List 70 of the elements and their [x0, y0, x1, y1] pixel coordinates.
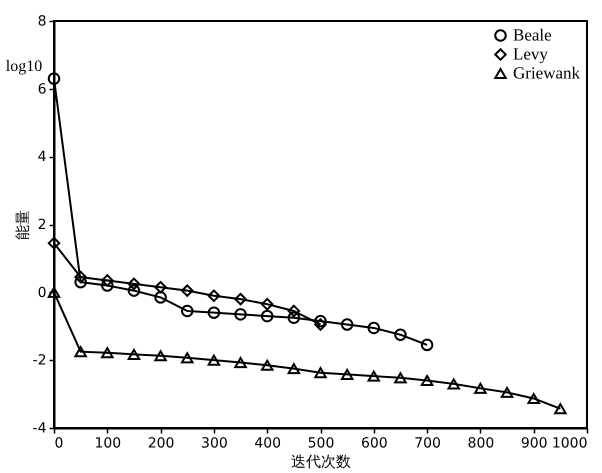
point: [288, 363, 300, 374]
point: [448, 378, 460, 390]
point: [314, 314, 327, 328]
y-tick-label: 4: [38, 149, 47, 166]
legend-label: Beale: [513, 26, 552, 44]
point: [74, 346, 87, 358]
point: [48, 236, 60, 250]
point: [394, 328, 407, 341]
x-tick-label: 600: [360, 436, 388, 452]
point: [181, 304, 194, 318]
point: [154, 281, 167, 294]
x-tick-label: 300: [201, 436, 228, 452]
point: [260, 310, 274, 322]
point: [340, 318, 354, 331]
point: [288, 304, 300, 318]
point: [314, 367, 327, 378]
legend-label: Levy: [513, 44, 548, 64]
x-tick-label: 400: [254, 436, 282, 452]
point: [48, 286, 60, 298]
point: [154, 350, 167, 362]
x-tick-label: 1000: [552, 436, 588, 452]
point: [500, 386, 514, 398]
y-tick-label: -4: [32, 420, 47, 436]
y-tick-label: 0: [38, 284, 46, 301]
point: [74, 270, 87, 284]
point: [74, 276, 87, 288]
point: [394, 372, 407, 384]
point: [181, 284, 194, 297]
point: [260, 298, 274, 310]
point: [340, 368, 354, 380]
text: log10: [6, 58, 42, 75]
point: [101, 274, 114, 287]
x-tick-label: 700: [414, 436, 441, 452]
x-tick-label: 100: [94, 436, 122, 452]
point: [208, 354, 220, 366]
point: [527, 392, 540, 404]
point: [368, 370, 380, 382]
point: [208, 306, 220, 319]
legend-label: Griewank: [513, 64, 581, 82]
x-tick-label: 500: [308, 436, 334, 452]
point: [101, 279, 114, 292]
point: [48, 72, 60, 85]
point: [288, 312, 300, 324]
y-tick-label: 8: [38, 14, 46, 30]
x-tick-label: 800: [468, 436, 494, 452]
point: [420, 374, 434, 386]
y-tick-label: -2: [32, 352, 46, 369]
point: [314, 318, 327, 331]
point: [474, 382, 487, 394]
point: [260, 360, 274, 371]
x-tick-label: 900: [520, 436, 548, 452]
point: [101, 347, 114, 358]
point: [128, 278, 140, 290]
point: [128, 348, 140, 360]
point: [234, 308, 247, 321]
point: [208, 289, 220, 302]
point: [234, 357, 247, 368]
y-axis-title: 能量: [14, 210, 32, 240]
x-tick-label: 200: [148, 436, 174, 452]
point: [234, 292, 247, 306]
x-tick-label: 0: [54, 436, 64, 452]
y-tick-label: 2: [38, 217, 46, 233]
point: [181, 352, 194, 364]
point: [128, 284, 140, 297]
x-axis-title: 迭代次数: [291, 452, 351, 470]
point: [420, 338, 434, 352]
point: [554, 403, 567, 414]
point: [154, 291, 167, 304]
y-tick-label: 6: [38, 81, 47, 98]
point: [368, 322, 380, 334]
